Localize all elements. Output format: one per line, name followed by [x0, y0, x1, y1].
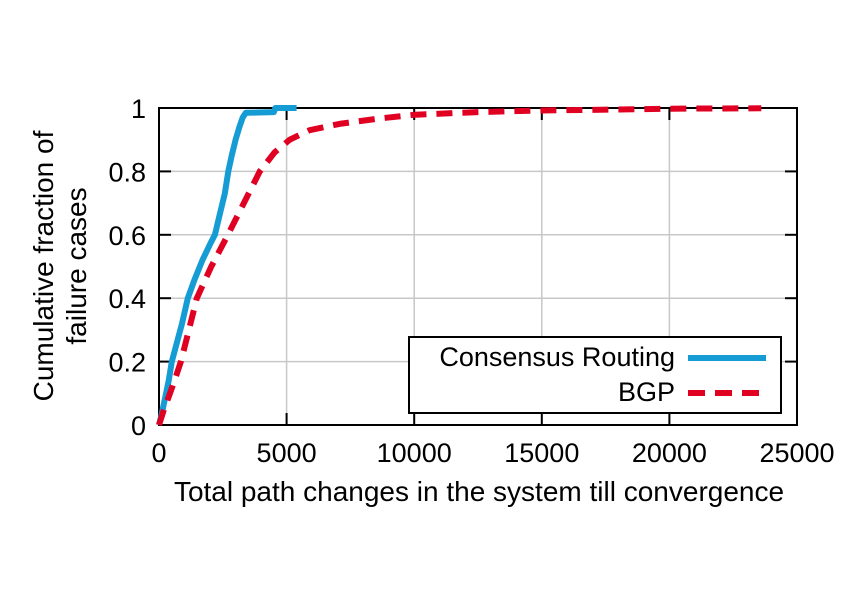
legend-line-sample-solid — [688, 354, 766, 361]
legend-entry-bgp: BGP — [410, 377, 780, 408]
y-tick-label: 0.8 — [108, 157, 146, 187]
y-tick-label: 0.2 — [108, 348, 146, 378]
plot-border — [158, 107, 798, 426]
x-tick-label: 25000 — [759, 438, 834, 468]
x-tick-label: 10000 — [377, 438, 452, 468]
y-tick-label: 0.6 — [108, 221, 146, 251]
y-tick-label: 0.4 — [108, 284, 146, 314]
series-line-consensus-routing — [156, 105, 297, 426]
x-tick-label: 0 — [151, 438, 166, 468]
legend-label-consensus-routing: Consensus Routing — [439, 342, 675, 372]
x-tick-label: 5000 — [257, 438, 317, 468]
x-axis-title: Total path changes in the system till co… — [173, 476, 785, 507]
y-tick-label: 0 — [131, 411, 146, 441]
legend-line-sample-dashed — [688, 389, 766, 396]
y-axis-title-line1: Cumulative fraction of — [28, 130, 59, 402]
legend-entry-consensus-routing: Consensus Routing — [410, 342, 780, 373]
x-tick-label: 20000 — [632, 438, 707, 468]
y-axis-title: Cumulative fraction of failure cases — [27, 66, 93, 466]
legend-box: Consensus Routing BGP — [408, 336, 782, 414]
y-tick-label: 1 — [131, 94, 146, 124]
x-tick-label: 15000 — [504, 438, 579, 468]
y-axis-title-line2: failure cases — [61, 187, 92, 345]
series-line-bgp — [156, 105, 762, 426]
legend-label-bgp: BGP — [617, 377, 675, 407]
